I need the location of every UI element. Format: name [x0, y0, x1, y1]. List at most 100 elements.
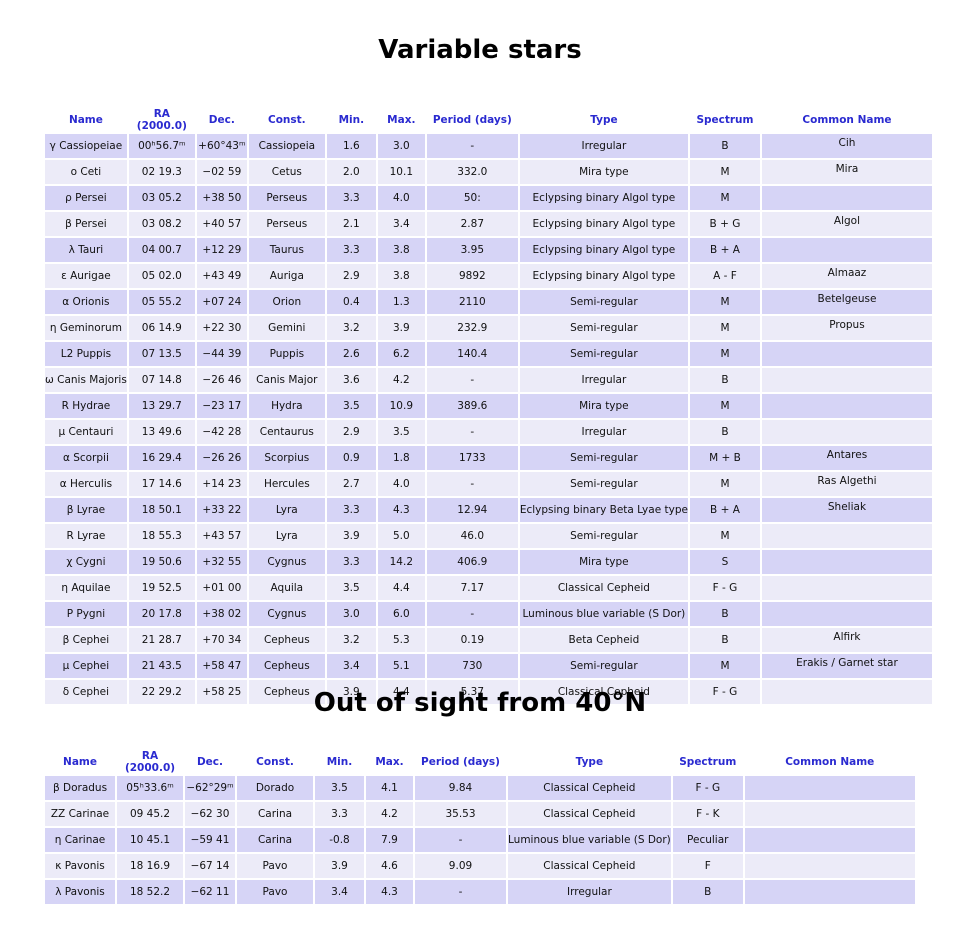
header-row: Name RA (2000.0) Dec. Const. Min. Max. Period …: [45, 750, 915, 774]
min-cell: 2.0: [326, 160, 376, 184]
min-cell: 3.4: [315, 880, 364, 904]
common-cell: [761, 602, 932, 626]
period-cell: 46.0: [426, 524, 518, 548]
ra-cell: 18 50.1: [128, 498, 195, 522]
common-cell: [744, 802, 915, 826]
common-cell: [761, 576, 932, 600]
type-cell: Beta Cepheid: [519, 628, 688, 652]
ra-cell: 03 05.2: [128, 186, 195, 210]
max-cell: 3.0: [377, 134, 425, 158]
type-cell: Eclypsing binary Algol type: [519, 238, 688, 262]
max-cell: 3.8: [377, 264, 425, 288]
name-cell: ω Canis Majoris: [45, 368, 127, 392]
name-cell: β Doradus: [45, 776, 115, 800]
column-header: Period (days): [432, 114, 512, 126]
const-cell: Perseus: [248, 186, 325, 210]
spectrum-cell: M: [689, 316, 760, 340]
table-row: ρ Persei 03 05.2 +38 50 Perseus 3.3 4.0 50: Ecl…: [45, 186, 932, 210]
column-header: Min.: [326, 756, 353, 768]
period-cell: 35.53: [415, 802, 506, 826]
type-cell: Semi-regular: [519, 316, 688, 340]
min-cell: 3.0: [326, 602, 376, 626]
min-cell: 3.5: [315, 776, 364, 800]
dec-cell: +07 24: [196, 290, 247, 314]
name-cell: κ Pavonis: [45, 854, 115, 878]
common-cell: Betelgeuse: [761, 290, 932, 314]
table-row: β Persei 03 08.2 +40 57 Perseus 2.1 3.4 2.87 Ec…: [45, 212, 932, 236]
type-cell: Classical Cepheid: [519, 576, 688, 600]
common-cell: Erakis / Garnet star: [761, 654, 932, 678]
spectrum-cell: M: [689, 186, 760, 210]
spectrum-cell: B + G: [689, 212, 760, 236]
min-cell: 2.9: [326, 264, 376, 288]
max-cell: 4.3: [377, 498, 425, 522]
period-cell: 50:: [426, 186, 518, 210]
max-cell: 3.5: [377, 420, 425, 444]
ra-cell: 17 14.6: [128, 472, 195, 496]
common-cell: Ras Algethi: [761, 472, 932, 496]
const-cell: Lyra: [248, 498, 325, 522]
dec-cell: −26 46: [196, 368, 247, 392]
period-cell: 232.9: [426, 316, 518, 340]
period-cell: -: [426, 368, 518, 392]
ra-cell: 18 55.3: [128, 524, 195, 548]
ra-cell: 21 43.5: [128, 654, 195, 678]
common-cell: Propus: [761, 316, 932, 340]
max-cell: 4.0: [377, 472, 425, 496]
spectrum-cell: M: [689, 160, 760, 184]
const-cell: Pavo: [237, 854, 313, 878]
table-row: R Lyrae 18 55.3 +43 57 Lyra 3.9 5.0 46.0 Semi-r…: [45, 524, 932, 548]
spectrum-cell: F - G: [689, 576, 760, 600]
max-cell: 4.2: [366, 802, 413, 826]
ra-cell: 10 45.1: [117, 828, 183, 852]
spectrum-cell: A - F: [689, 264, 760, 288]
table-row: α Herculis 17 14.6 +14 23 Hercules 2.7 4.0- Se…: [45, 472, 932, 496]
dec-cell: +22 30: [196, 316, 247, 340]
name-cell: λ Pavonis: [45, 880, 115, 904]
column-header: Type: [590, 114, 618, 126]
max-cell: 14.2: [377, 550, 425, 574]
ra-cell: 00ʰ56.7ᵐ: [128, 134, 195, 158]
common-cell: [761, 680, 932, 704]
name-cell: η Geminorum: [45, 316, 127, 340]
table-row: β Lyrae 18 50.1 +33 22 Lyra 3.3 4.3 12.94 Eclyp…: [45, 498, 932, 522]
spectrum-cell: M: [689, 394, 760, 418]
min-cell: 0.9: [326, 446, 376, 470]
dec-cell: −62 11: [185, 880, 235, 904]
table-row: β Doradus 05ʰ33.6ᵐ −62°29ᵐ Dorado 3.5 4.1 9.84…: [45, 776, 915, 800]
period-cell: 730: [426, 654, 518, 678]
name-cell: α Scorpii: [45, 446, 127, 470]
common-cell: [761, 524, 932, 548]
table-row: κ Pavonis 18 16.9 −67 14 Pavo 3.9 4.6 9.09 Clas…: [45, 854, 915, 878]
header-row: Name RA (2000.0) Dec. Const. Min. Max. Period …: [45, 108, 932, 132]
ra-cell: 07 13.5: [128, 342, 195, 366]
min-cell: 3.5: [326, 394, 376, 418]
max-cell: 3.8: [377, 238, 425, 262]
max-cell: 4.6: [366, 854, 413, 878]
type-cell: Semi-regular: [519, 446, 688, 470]
min-cell: 1.6: [326, 134, 376, 158]
period-cell: -: [426, 420, 518, 444]
common-cell: [761, 420, 932, 444]
ra-cell: 05ʰ33.6ᵐ: [117, 776, 183, 800]
common-cell: [744, 854, 915, 878]
column-header: Spectrum: [679, 756, 737, 768]
common-cell: Cih: [761, 134, 932, 158]
name-cell: μ Centauri: [45, 420, 127, 444]
table-row: η Geminorum 06 14.9 +22 30 Gemini 3.2 3.9 232.…: [45, 316, 932, 340]
max-cell: 1.3: [377, 290, 425, 314]
period-cell: 12.94: [426, 498, 518, 522]
dec-cell: −59 41: [185, 828, 235, 852]
common-cell: [761, 238, 932, 262]
type-cell: Eclypsing binary Algol type: [519, 212, 688, 236]
ra-cell: 21 28.7: [128, 628, 195, 652]
dec-cell: +32 55: [196, 550, 247, 574]
max-cell: 6.0: [377, 602, 425, 626]
const-cell: Perseus: [248, 212, 325, 236]
max-cell: 4.1: [366, 776, 413, 800]
type-cell: Mira type: [519, 160, 688, 184]
type-cell: Irregular: [508, 880, 671, 904]
table-row: μ Cephei 21 43.5 +58 47 Cepheus 3.4 5.1 730 Sem…: [45, 654, 932, 678]
table-row: β Cephei 21 28.7 +70 34 Cepheus 3.2 5.3 0.19 Be…: [45, 628, 932, 652]
dec-cell: +70 34: [196, 628, 247, 652]
